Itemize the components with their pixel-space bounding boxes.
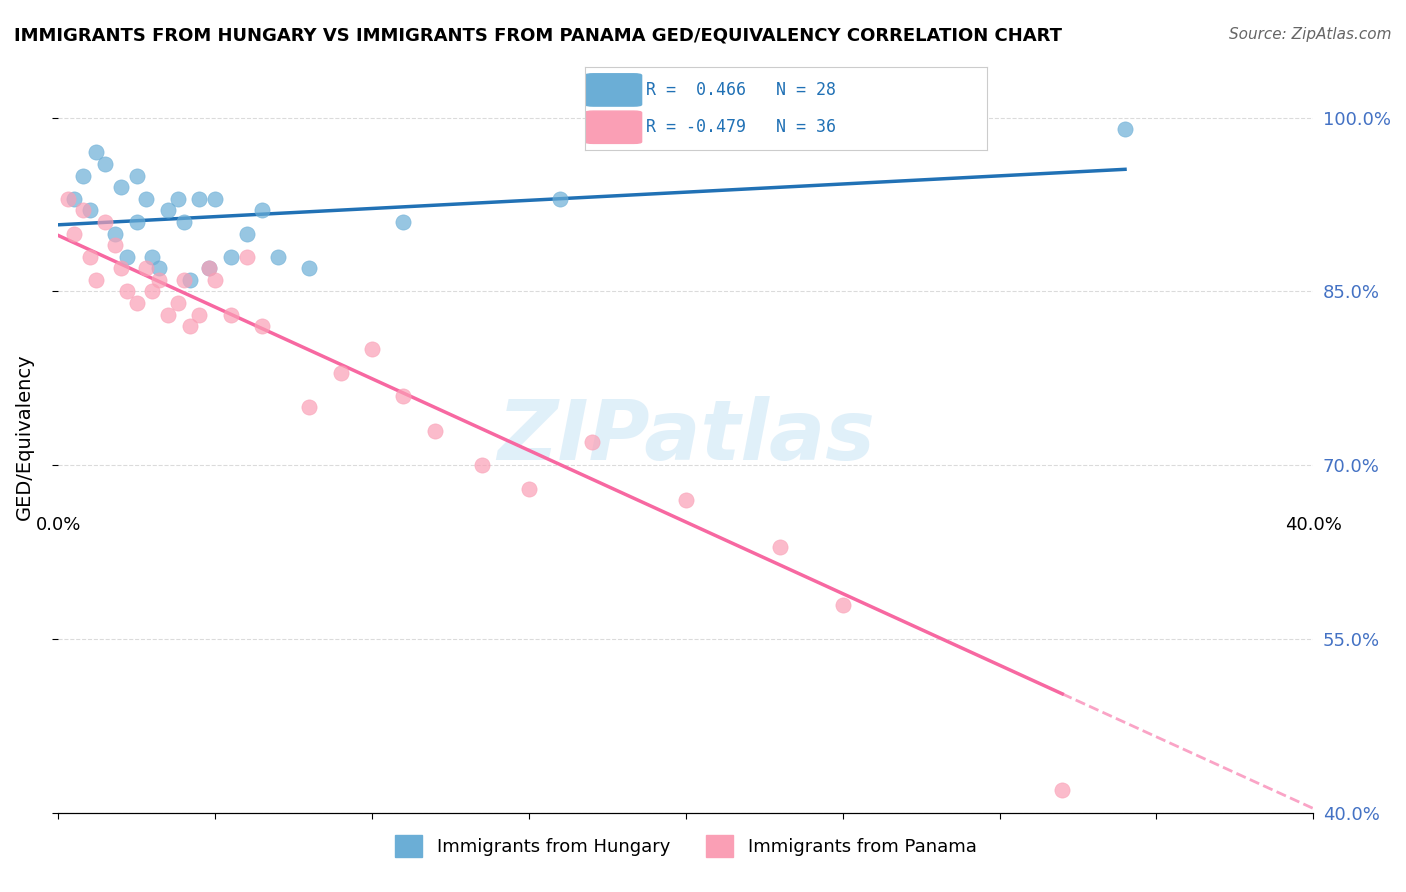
Point [267,250,290,264]
Point [135,192,157,206]
Point [204,273,226,287]
Point [517,482,540,496]
Point [831,598,853,612]
Point [298,401,321,415]
Point [135,261,157,276]
Point [219,250,242,264]
Point [179,319,201,334]
Point [125,215,148,229]
Point [252,319,274,334]
Text: Source: ZipAtlas.com: Source: ZipAtlas.com [1229,27,1392,42]
Point [675,493,697,508]
Point [166,192,188,206]
Point [423,424,446,438]
Point [769,540,792,554]
Point [235,227,257,241]
Point [157,308,180,322]
Point [166,296,188,310]
Point [298,261,321,276]
Point [79,250,101,264]
Point [198,261,221,276]
Y-axis label: GED/Equivalency: GED/Equivalency [15,353,34,520]
Point [173,215,195,229]
Text: IMMIGRANTS FROM HUNGARY VS IMMIGRANTS FROM PANAMA GED/EQUIVALENCY CORRELATION CH: IMMIGRANTS FROM HUNGARY VS IMMIGRANTS FR… [14,27,1062,45]
Point [117,250,139,264]
Point [1052,783,1074,797]
Text: 40.0%: 40.0% [1285,516,1341,533]
Point [94,157,117,171]
Point [157,203,180,218]
Point [79,203,101,218]
Point [235,250,257,264]
Point [72,169,94,183]
Point [104,227,127,241]
Point [204,192,226,206]
Point [392,389,415,403]
Point [84,273,107,287]
Point [94,215,117,229]
Point [148,273,170,287]
Point [63,227,86,241]
Point [173,273,195,287]
Point [471,458,494,473]
Point [125,296,148,310]
Point [198,261,221,276]
Point [179,273,201,287]
Point [125,169,148,183]
Point [1396,772,1406,786]
Text: 0.0%: 0.0% [35,516,82,533]
Point [392,215,415,229]
Point [56,192,79,206]
Point [110,180,132,194]
Point [141,250,163,264]
Point [252,203,274,218]
Point [329,366,352,380]
Point [84,145,107,160]
Point [1114,122,1136,136]
Point [188,308,211,322]
Point [117,285,139,299]
Point [72,203,94,218]
Point [219,308,242,322]
Point [104,238,127,252]
Point [581,435,603,450]
Point [148,261,170,276]
Point [63,192,86,206]
Point [141,285,163,299]
Text: ZIPatlas: ZIPatlas [496,396,875,477]
Point [550,192,572,206]
Point [110,261,132,276]
Point [188,192,211,206]
Point [361,343,384,357]
Legend: Immigrants from Hungary, Immigrants from Panama: Immigrants from Hungary, Immigrants from… [388,828,984,864]
